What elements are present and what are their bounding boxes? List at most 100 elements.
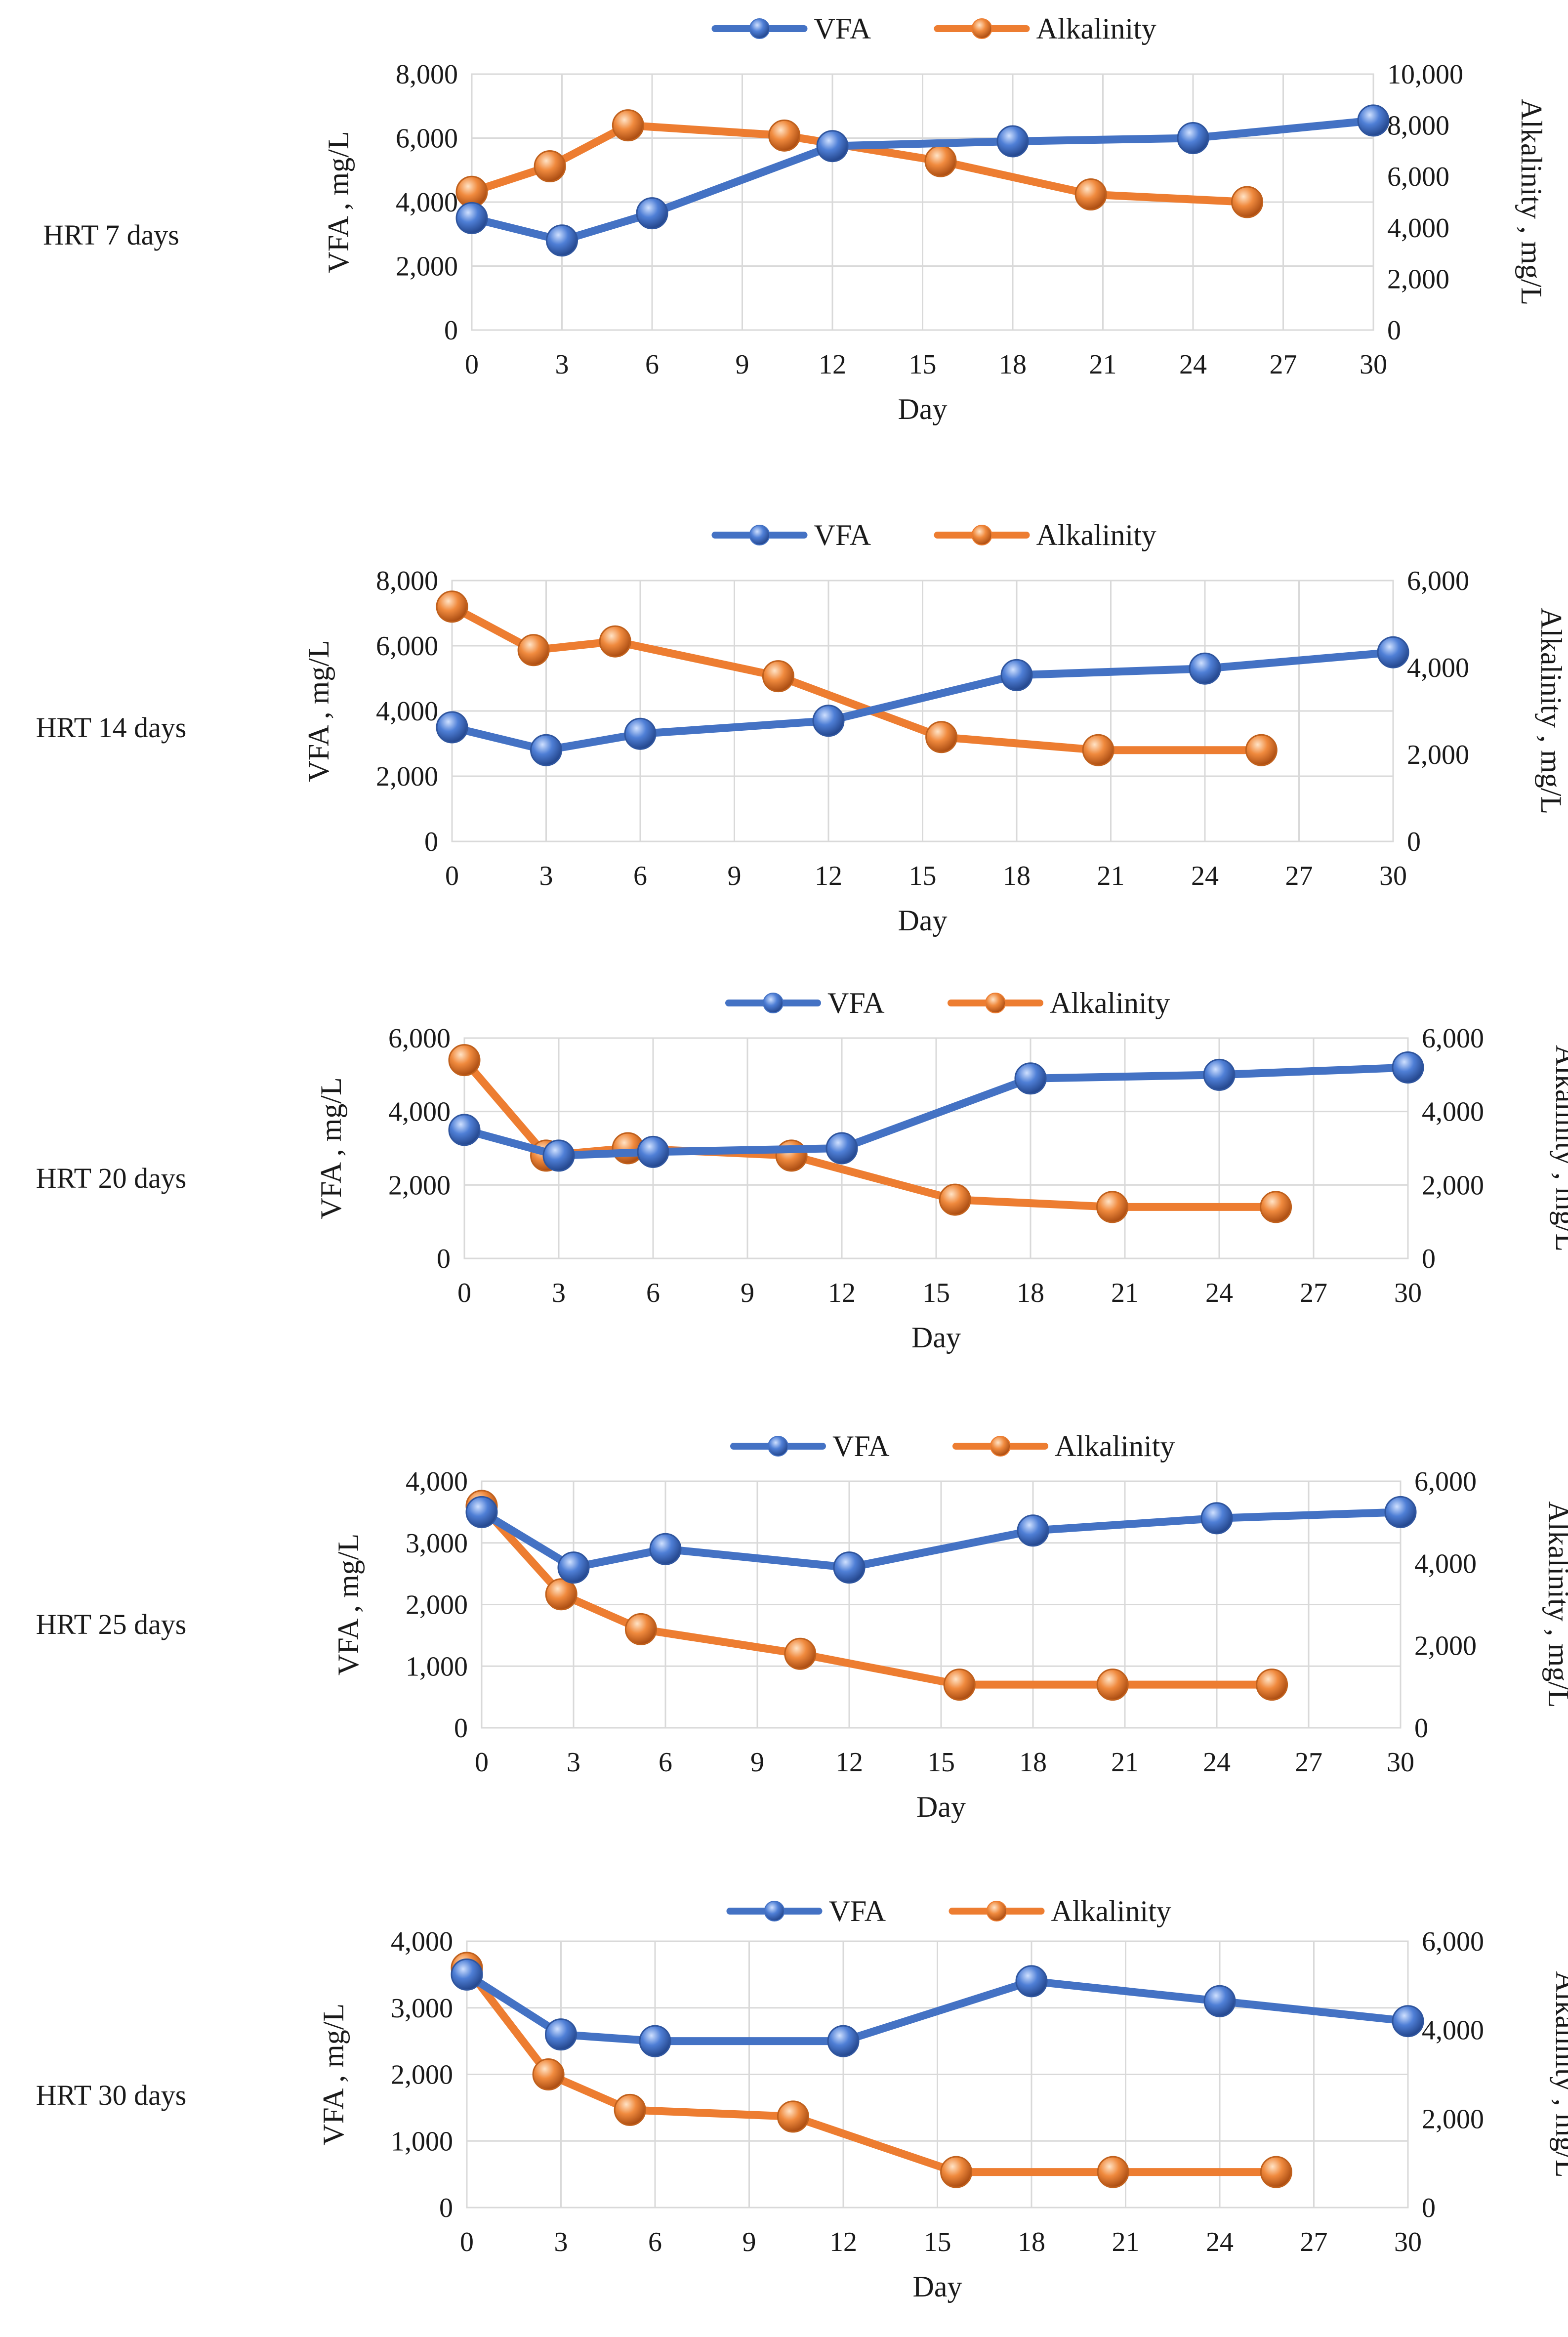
y2-tick-label: 6,000 bbox=[1387, 162, 1449, 192]
plot-border bbox=[463, 1037, 1409, 1259]
x-tick-label: 15 bbox=[924, 2227, 951, 2257]
data-point-alkalinity bbox=[1096, 1191, 1129, 1223]
y-tick-label: 4,000 bbox=[396, 187, 458, 218]
y-tick-label: 3,000 bbox=[391, 1993, 453, 2024]
x-axis-title: Day bbox=[916, 1791, 966, 1823]
x-tick-label: 30 bbox=[1394, 2227, 1422, 2257]
y2-tick-label: 2,000 bbox=[1407, 740, 1469, 770]
data-point-vfa bbox=[1377, 636, 1409, 668]
y-tick-label: 0 bbox=[424, 827, 438, 857]
data-point-vfa bbox=[636, 197, 668, 230]
data-point-vfa bbox=[542, 1139, 575, 1172]
data-point-alkalinity bbox=[599, 625, 631, 658]
x-tick-label: 24 bbox=[1179, 349, 1207, 380]
y2-axis-title: Alkalinity , mg/L bbox=[1515, 99, 1548, 305]
data-point-alkalinity bbox=[943, 1669, 976, 1701]
x-tick-label: 27 bbox=[1300, 2227, 1328, 2257]
x-tick-label: 24 bbox=[1206, 2227, 1234, 2257]
data-point-alkalinity bbox=[1074, 178, 1107, 210]
x-tick-label: 21 bbox=[1097, 861, 1125, 891]
data-point-alkalinity bbox=[940, 2156, 973, 2188]
data-point-vfa bbox=[1200, 1502, 1233, 1535]
y-tick-label: 8,000 bbox=[396, 59, 458, 90]
x-tick-label: 30 bbox=[1387, 1747, 1414, 1778]
data-point-alkalinity bbox=[768, 119, 801, 152]
x-tick-label: 30 bbox=[1379, 861, 1407, 891]
x-tick-label: 0 bbox=[460, 2227, 474, 2257]
y-tick-label: 2,000 bbox=[391, 2060, 453, 2090]
legend-marker-alkalinity bbox=[985, 993, 1006, 1013]
y2-tick-label: 2,000 bbox=[1387, 264, 1449, 294]
data-point-alkalinity bbox=[517, 634, 550, 667]
data-point-alkalinity bbox=[612, 109, 644, 142]
x-tick-label: 27 bbox=[1300, 1278, 1327, 1308]
panel-label: HRT 7 days bbox=[43, 219, 179, 251]
y-tick-label: 2,000 bbox=[396, 251, 458, 282]
panel-label: HRT 25 days bbox=[36, 1608, 187, 1640]
x-axis-title: Day bbox=[898, 393, 948, 425]
x-tick-label: 6 bbox=[659, 1747, 672, 1778]
y2-axis-title: Alkalinity , mg/L bbox=[1550, 1971, 1568, 2177]
legend-label-vfa: VFA bbox=[829, 1895, 886, 1927]
legend-marker-alkalinity bbox=[971, 525, 992, 545]
legend-marker-vfa bbox=[768, 1436, 788, 1457]
data-point-vfa bbox=[812, 705, 845, 737]
data-point-alkalinity bbox=[939, 1183, 971, 1216]
x-tick-label: 30 bbox=[1394, 1278, 1422, 1308]
data-point-vfa bbox=[1357, 104, 1390, 137]
legend-label-alkalinity: Alkalinity bbox=[1050, 987, 1170, 1019]
x-tick-label: 18 bbox=[999, 349, 1027, 380]
y-tick-label: 2,000 bbox=[376, 761, 438, 792]
data-point-vfa bbox=[545, 2018, 577, 2051]
data-point-vfa bbox=[1203, 1985, 1236, 2017]
y-tick-label: 0 bbox=[444, 315, 458, 346]
data-point-alkalinity bbox=[624, 1613, 657, 1645]
y2-axis-title: Alkalinity , mg/L bbox=[1550, 1045, 1568, 1252]
y-tick-label: 4,000 bbox=[388, 1097, 451, 1127]
data-point-vfa bbox=[451, 1958, 483, 1991]
x-tick-label: 12 bbox=[829, 2227, 857, 2257]
plot-border bbox=[466, 1940, 1409, 2209]
y2-tick-label: 0 bbox=[1422, 2193, 1436, 2223]
y-axis-title: VFA , mg/L bbox=[332, 1534, 365, 1675]
x-tick-label: 12 bbox=[828, 1278, 856, 1308]
x-tick-label: 27 bbox=[1295, 1747, 1322, 1778]
y2-tick-label: 4,000 bbox=[1422, 1097, 1484, 1127]
x-tick-label: 18 bbox=[1019, 1747, 1047, 1778]
legend-marker-alkalinity bbox=[990, 1436, 1011, 1457]
y-tick-label: 3,000 bbox=[406, 1528, 468, 1559]
x-tick-label: 12 bbox=[835, 1747, 863, 1778]
data-point-alkalinity bbox=[777, 2100, 809, 2133]
data-point-vfa bbox=[436, 711, 468, 744]
legend-marker-vfa bbox=[763, 993, 784, 1013]
x-tick-label: 21 bbox=[1111, 1747, 1139, 1778]
data-point-vfa bbox=[1177, 122, 1209, 154]
y2-tick-label: 10,000 bbox=[1387, 59, 1463, 90]
y-tick-label: 0 bbox=[437, 1244, 451, 1274]
data-point-alkalinity bbox=[1260, 1191, 1292, 1223]
y2-tick-label: 6,000 bbox=[1422, 1023, 1484, 1054]
data-point-alkalinity bbox=[1231, 186, 1263, 218]
data-point-vfa bbox=[1017, 1514, 1049, 1547]
x-tick-label: 18 bbox=[1003, 861, 1031, 891]
x-axis-title: Day bbox=[911, 1321, 961, 1354]
x-axis-title: Day bbox=[913, 2270, 962, 2303]
data-point-alkalinity bbox=[1245, 734, 1278, 766]
data-point-alkalinity bbox=[925, 721, 958, 753]
data-point-vfa bbox=[1203, 1058, 1236, 1091]
y2-tick-label: 4,000 bbox=[1414, 1548, 1477, 1579]
data-point-alkalinity bbox=[545, 1578, 578, 1611]
y2-tick-label: 2,000 bbox=[1422, 1170, 1484, 1201]
y-axis-title: VFA , mg/L bbox=[322, 131, 355, 273]
y-axis-title: VFA , mg/L bbox=[317, 2003, 350, 2145]
data-point-alkalinity bbox=[924, 145, 957, 177]
x-axis-title: Day bbox=[898, 904, 948, 937]
y2-axis-title: Alkalinity , mg/L bbox=[1535, 608, 1568, 814]
y-tick-label: 6,000 bbox=[376, 631, 438, 662]
y-tick-label: 4,000 bbox=[391, 1926, 453, 1957]
x-tick-label: 3 bbox=[539, 861, 553, 891]
x-tick-label: 12 bbox=[819, 349, 846, 380]
y-tick-label: 6,000 bbox=[396, 124, 458, 154]
